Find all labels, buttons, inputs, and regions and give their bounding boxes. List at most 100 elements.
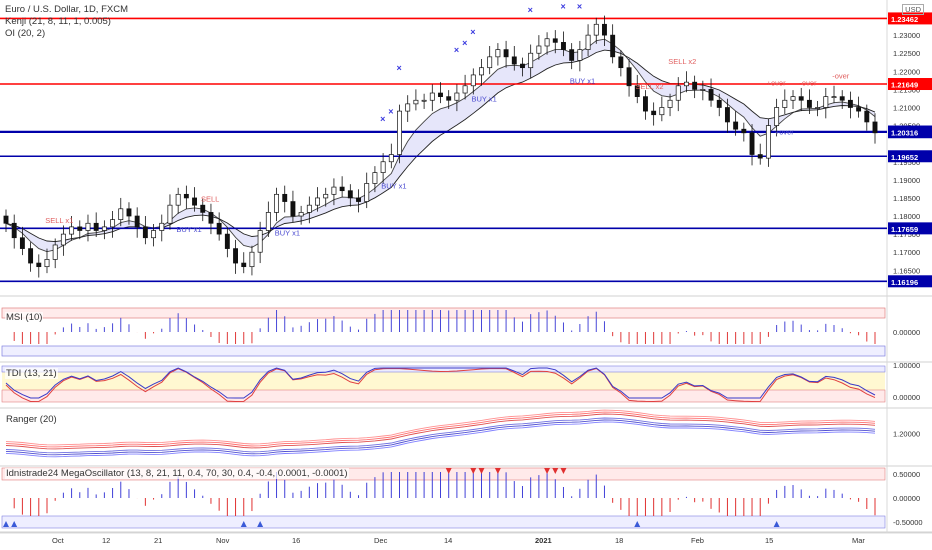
level-price-tag	[888, 12, 932, 25]
candle-body	[216, 222, 222, 235]
time-tick-label: Mar	[852, 536, 865, 545]
megaoscillator-pane-label[interactable]: Idnistrade24 MegaOscillator (13, 8, 21, …	[5, 468, 349, 479]
candle-body	[806, 99, 812, 108]
candle-body	[626, 67, 632, 87]
candle-body	[347, 190, 353, 199]
ranger-band-line	[5, 421, 876, 458]
candle-body	[659, 107, 665, 116]
candle-body	[208, 212, 214, 224]
level-price-label: 1.21649	[891, 81, 918, 90]
time-tick-label: 21	[154, 536, 162, 545]
candle-body	[462, 85, 468, 94]
candle-body	[151, 230, 157, 239]
price-tick-label: 1.17500	[893, 230, 920, 239]
candle-body	[323, 193, 329, 199]
level-price-tag	[888, 222, 932, 235]
candle-body	[815, 107, 821, 109]
candle-body	[495, 49, 501, 58]
buy-signal-label: BUY x1	[275, 229, 300, 238]
tdi-pane-label[interactable]: TDI (13, 21)	[5, 368, 58, 379]
currency-badge: USD	[902, 4, 924, 15]
candle-body	[552, 38, 558, 43]
overbought-marker: ×	[388, 107, 393, 117]
symbol-title: Euro / U.S. Dollar, 1D, FXCM	[5, 4, 129, 15]
overbought-marker: ×	[380, 114, 385, 124]
candle-body	[249, 251, 255, 268]
candle-body	[741, 128, 747, 134]
overbought-marker: ×	[528, 5, 533, 15]
candle-body	[19, 237, 25, 249]
sell-signal-label: SELL x2	[635, 82, 663, 91]
candle-body	[454, 92, 460, 101]
candle-body	[429, 92, 435, 101]
msi-pane-label[interactable]: MSI (10)	[5, 312, 44, 323]
candle-body	[716, 99, 722, 108]
oi-indicator-label[interactable]: OI (20, 2)	[5, 28, 46, 39]
mega-axis-label: 0.00000	[893, 494, 920, 503]
level-price-tag	[888, 78, 932, 91]
ranger-axis-label: 1.20000	[893, 430, 920, 439]
candle-body	[618, 56, 624, 69]
candle-body	[708, 89, 714, 101]
candle-body	[561, 42, 566, 50]
level-price-tag	[888, 275, 932, 288]
candle-body	[290, 201, 296, 217]
kenji-cloud	[6, 39, 875, 252]
candle-body	[159, 222, 165, 231]
candle-body	[438, 92, 443, 97]
candle-body	[265, 212, 271, 231]
candle-body	[569, 49, 575, 61]
level-price-label: 1.23462	[891, 15, 918, 24]
candle-body	[356, 197, 361, 202]
ranger-band-line	[5, 411, 876, 448]
candle-body	[872, 121, 878, 134]
price-tick-label: 1.18000	[893, 212, 920, 221]
candle-body	[118, 208, 124, 220]
mega-sell-arrow	[470, 468, 477, 474]
candle-body	[405, 103, 411, 112]
candle-body	[774, 107, 780, 126]
buy-signal-label: +over	[775, 127, 794, 136]
mega-buy-arrow	[634, 521, 641, 527]
time-tick-label: Dec	[374, 536, 388, 545]
mega-axis-label: 0.50000	[893, 470, 920, 479]
candle-body	[52, 244, 58, 260]
candle-body	[126, 208, 132, 217]
buy-signal-label: BUY x1	[471, 95, 496, 104]
candle-body	[69, 226, 75, 235]
candle-body	[274, 193, 279, 213]
mega-sell-arrow	[445, 468, 452, 474]
ranger-band-line	[5, 409, 876, 446]
candle-body	[167, 204, 173, 224]
price-tick-label: 1.18500	[893, 194, 920, 203]
ranger-band-line	[5, 419, 876, 456]
candle-body	[28, 248, 34, 264]
candle-body	[224, 233, 230, 249]
sell-signal-label: SELL	[201, 194, 219, 203]
price-tick-label: 1.21000	[893, 103, 920, 112]
time-tick-label: 16	[292, 536, 300, 545]
overbought-marker: ×	[577, 2, 582, 12]
candle-body	[503, 49, 509, 58]
ranger-pane-label[interactable]: Ranger (20)	[5, 414, 58, 425]
tdi-signal-line	[5, 367, 876, 403]
candle-body	[798, 96, 804, 101]
mega-lower-band	[1, 515, 886, 529]
tdi-axis-label: 1.00000	[893, 361, 920, 370]
mega-sell-arrow	[552, 468, 559, 474]
candle-body	[683, 81, 689, 87]
candle-body	[856, 107, 862, 112]
candle-body	[602, 23, 607, 36]
candle-body	[60, 233, 66, 246]
candle-body	[380, 161, 386, 173]
candle-body	[142, 226, 148, 239]
candle-body	[757, 154, 763, 159]
price-tick-label: 1.22500	[893, 49, 920, 58]
kenji-indicator-label[interactable]: Kenji (21, 8, 11, 1, 0.005)	[5, 16, 111, 27]
candle-body	[823, 96, 829, 108]
candle-body	[790, 96, 796, 101]
mega-sell-arrow	[560, 468, 567, 474]
msi-lower-band	[1, 345, 886, 357]
sell-signal-label: SELL x2	[668, 57, 696, 66]
candle-body	[36, 262, 42, 268]
